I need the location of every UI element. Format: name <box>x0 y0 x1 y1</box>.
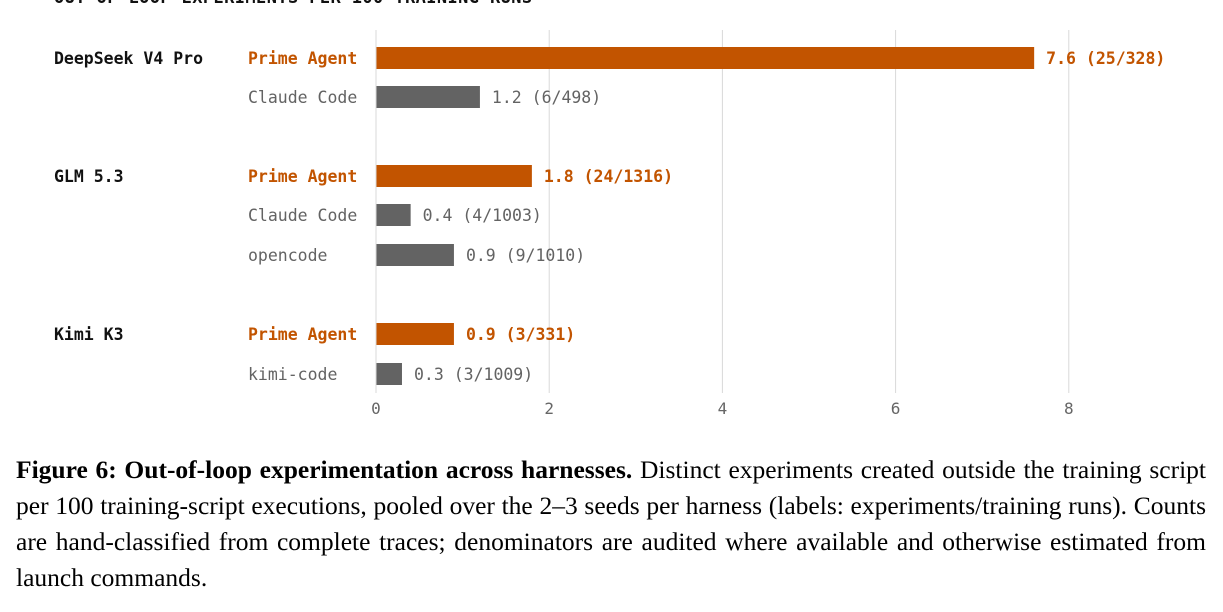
figure-caption: Figure 6: Out-of-loop experimentation ac… <box>16 452 1206 596</box>
harness-label: Claude Code <box>248 88 357 107</box>
harness-label: Prime Agent <box>248 167 357 186</box>
harness-label: Prime Agent <box>248 49 357 68</box>
group-label: DeepSeek V4 Pro <box>54 49 203 68</box>
bar <box>376 323 454 345</box>
harness-label: Prime Agent <box>248 325 357 344</box>
x-tick-label: 8 <box>1064 399 1074 418</box>
caption-label: Figure 6: Out-of-loop experimentation ac… <box>16 455 633 484</box>
bar-value-label: 7.6 (25/328) <box>1046 49 1165 68</box>
group-label: GLM 5.3 <box>54 167 124 186</box>
bar <box>376 363 402 385</box>
bar <box>376 86 480 108</box>
harness-label: kimi-code <box>248 365 337 384</box>
bar <box>376 47 1035 69</box>
bar <box>376 244 454 266</box>
bar-chart: 0 2 4 6 8 DeepSeek V4 Pro Prime Agent 7.6 (25/3… <box>54 30 1165 418</box>
chart-title: OUT-OF-LOOP EXPERIMENTS PER 100 TRAINING… <box>54 0 533 8</box>
caption-text: Distinct experiments created outside the… <box>16 455 1206 592</box>
bar-value-label: 0.3 (3/1009) <box>414 365 533 384</box>
x-tick-label: 6 <box>891 399 901 418</box>
bar-value-label: 0.9 (3/331) <box>466 325 575 344</box>
group-label: Kimi K3 <box>54 325 124 344</box>
x-tick-label: 0 <box>371 399 381 418</box>
bar-value-label: 1.2 (6/498) <box>492 88 601 107</box>
bar-value-label: 1.8 (24/1316) <box>544 167 673 186</box>
harness-label: Claude Code <box>248 206 357 225</box>
bar-value-label: 0.9 (9/1010) <box>466 246 585 265</box>
x-tick-label: 2 <box>544 399 554 418</box>
harness-label: opencode <box>248 246 327 265</box>
bar <box>376 204 411 226</box>
x-tick-label: 4 <box>718 399 728 418</box>
bar-value-label: 0.4 (4/1003) <box>423 206 542 225</box>
bar <box>376 165 532 187</box>
